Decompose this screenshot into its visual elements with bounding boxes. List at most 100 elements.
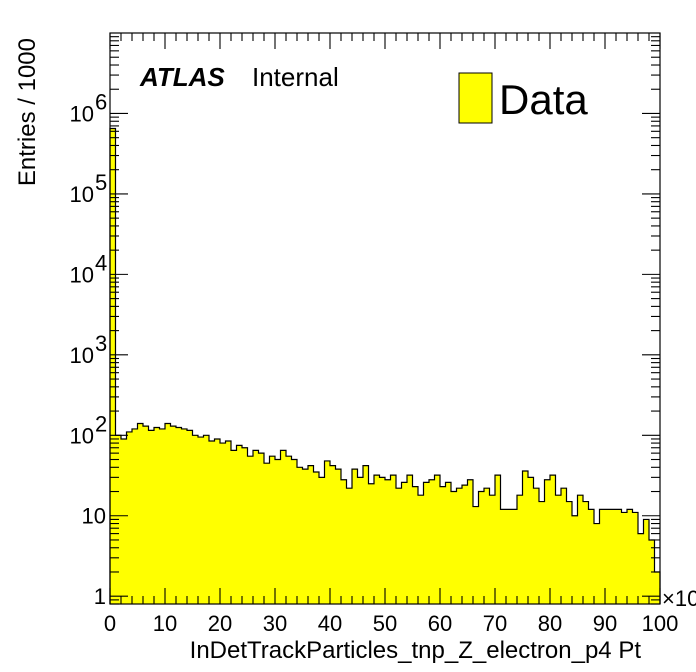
histogram-bin xyxy=(638,533,644,604)
histogram-bin xyxy=(572,515,578,604)
histogram-bin xyxy=(330,465,336,604)
histogram-bin xyxy=(550,475,556,604)
y-tick-label: 10 xyxy=(70,423,94,448)
histogram-bin xyxy=(396,488,402,604)
histogram-bin xyxy=(434,475,441,604)
x-tick-label: 100 xyxy=(642,611,679,636)
histogram-bin xyxy=(429,479,435,604)
x-tick-label: 10 xyxy=(153,611,177,636)
histogram-bin xyxy=(242,447,248,604)
histogram-bin xyxy=(154,427,160,604)
x-axis-title: InDetTrackParticles_tnp_Z_electron_p4 Pt xyxy=(190,637,642,664)
histogram-bin xyxy=(258,453,265,604)
histogram-bin xyxy=(143,426,149,604)
y-tick-exponent: 5 xyxy=(95,170,107,195)
y-tick-label: 10 xyxy=(70,262,94,287)
histogram-bin xyxy=(467,479,474,604)
histogram-bin xyxy=(484,488,490,604)
histogram-bin xyxy=(214,438,221,604)
y-tick-exponent: 2 xyxy=(95,411,107,436)
histogram-bin xyxy=(445,482,452,604)
histogram-bin xyxy=(407,475,413,604)
histogram-bin xyxy=(264,463,270,604)
histogram-bin xyxy=(297,467,303,604)
legend-swatch-data xyxy=(458,72,493,124)
histogram-bin xyxy=(170,426,177,604)
histogram-bin xyxy=(209,440,215,604)
histogram-bin xyxy=(528,477,534,604)
histogram-bin xyxy=(478,491,485,604)
histogram-bin xyxy=(643,519,650,604)
histogram-bin xyxy=(121,438,127,604)
histogram-bin xyxy=(346,488,353,604)
histogram-bin xyxy=(159,428,166,604)
histogram-bin xyxy=(489,495,496,604)
histogram-bin xyxy=(632,512,639,604)
histogram-bin xyxy=(275,459,281,604)
histogram-bin xyxy=(566,501,573,604)
x-axis-multiplier: ×10³ xyxy=(662,586,696,611)
histogram-bin xyxy=(341,479,347,604)
histogram-bin xyxy=(319,477,325,604)
histogram-bin xyxy=(533,488,540,604)
histogram-bin xyxy=(390,475,397,604)
histogram-bin xyxy=(599,509,606,604)
histogram-bin xyxy=(561,488,567,604)
histogram-bin xyxy=(451,491,457,604)
histogram-bin xyxy=(418,495,424,604)
histogram-bin xyxy=(627,509,633,604)
histogram-bin xyxy=(352,469,358,604)
histogram-bin xyxy=(374,475,380,604)
x-tick-label: 20 xyxy=(208,611,232,636)
histogram-bin xyxy=(231,450,237,604)
histogram-bin xyxy=(462,485,468,604)
histogram-bin xyxy=(456,488,463,604)
histogram-bin xyxy=(313,471,320,604)
histogram-outline xyxy=(109,127,661,604)
histogram-bin xyxy=(517,495,523,604)
y-axis-title: Entries / 1000 xyxy=(14,38,41,186)
histogram-bin xyxy=(269,456,276,604)
histogram-bin xyxy=(621,512,628,604)
histogram-bin xyxy=(594,523,600,604)
histogram-bars xyxy=(110,128,661,605)
atlas-label: ATLAS xyxy=(139,62,225,92)
histogram-bin xyxy=(280,450,287,604)
axis-ticks xyxy=(109,33,661,605)
y-tick-label: 10 xyxy=(70,101,94,126)
legend: Data xyxy=(458,72,588,124)
histogram-bin xyxy=(148,430,155,604)
histogram-bin xyxy=(616,509,622,604)
y-tick-label: 10 xyxy=(70,343,94,368)
histogram-bin xyxy=(220,443,226,604)
histogram-bin xyxy=(544,479,551,604)
x-tick-label: 90 xyxy=(593,611,617,636)
histogram-bin xyxy=(203,435,210,604)
histogram-bin xyxy=(495,475,501,604)
histogram-bin xyxy=(165,423,171,604)
histogram-bin xyxy=(539,501,545,604)
legend-label-data: Data xyxy=(499,76,588,123)
histogram-bin xyxy=(324,460,331,604)
histogram-bin xyxy=(588,509,595,604)
histogram-bin xyxy=(423,482,430,604)
histogram-bin xyxy=(247,456,254,604)
y-tick-exponent: 6 xyxy=(95,89,107,114)
histogram-bin xyxy=(236,445,243,604)
y-tick-exponent: 3 xyxy=(95,331,107,356)
histogram-bin xyxy=(132,428,138,604)
histogram-bin xyxy=(385,479,391,604)
x-tick-label: 80 xyxy=(538,611,562,636)
histogram-bin xyxy=(500,509,507,604)
histogram-bin xyxy=(286,456,292,604)
y-tick-label: 10 xyxy=(82,504,106,529)
histogram-bin xyxy=(605,509,611,604)
histogram-bin xyxy=(253,450,259,604)
histogram-bin xyxy=(137,423,144,604)
histogram-bin xyxy=(192,435,199,604)
x-tick-label: 50 xyxy=(373,611,397,636)
histogram-bin xyxy=(357,477,364,604)
histogram-bin xyxy=(401,482,408,604)
histogram-bin xyxy=(412,486,419,604)
